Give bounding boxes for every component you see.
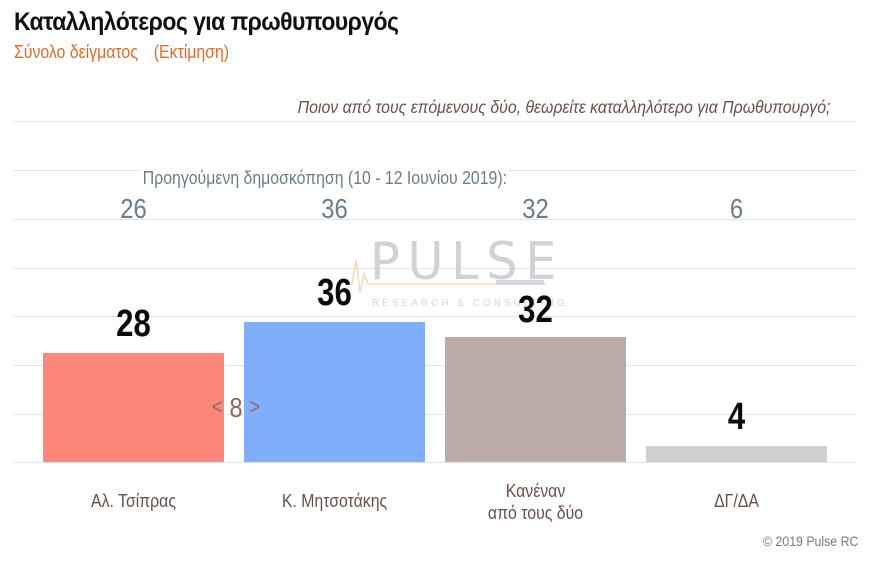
chart-title: Καταλληλότερος για πρωθυπουργός: [14, 8, 399, 36]
baseline: [13, 462, 857, 463]
copyright: © 2019 Pulse RC: [762, 533, 858, 549]
category-label-dkna: ΔΓ/ΔΑ: [657, 490, 816, 512]
category-label-tsipras: Αλ. Τσίπρας: [54, 490, 213, 512]
bar-mitsotakis: [244, 322, 425, 462]
gridline: [13, 268, 857, 269]
bar-none: [445, 337, 626, 462]
previous-value-dkna: 6: [729, 193, 744, 224]
bar-value-mitsotakis: 36: [317, 272, 352, 314]
difference-annotation: < 8 >: [202, 392, 270, 424]
previous-value-tsipras: 26: [120, 193, 147, 224]
category-text: ΔΓ/ΔΑ: [714, 491, 759, 511]
category-label-none: Κανέναν από τους δύο: [456, 480, 615, 524]
bar-tsipras: [43, 353, 224, 462]
gridline: [13, 316, 857, 317]
subtitle-sample: Σύνολο δείγματος: [14, 42, 138, 62]
bar-value-none: 32: [518, 289, 553, 331]
category-text-line1: Κανέναν: [505, 481, 566, 501]
category-text-line2: από τους δύο: [487, 503, 584, 523]
gridline: [13, 414, 857, 415]
category-text: Αλ. Τσίπρας: [91, 491, 176, 511]
survey-question: Ποιον από τους επόμενους δύο, θεωρείτε κ…: [297, 97, 830, 117]
bar-value-dkna: 4: [727, 396, 746, 438]
subtitle-estimate: (Εκτίμηση): [153, 42, 230, 62]
previous-poll-label: Προηγούμενη δημοσκόπηση (10 - 12 Ιουνίου…: [141, 168, 509, 189]
gridline: [13, 365, 857, 366]
bar-dkna: [646, 446, 827, 462]
right-angle-icon: >: [249, 394, 261, 419]
previous-value-none: 32: [522, 193, 549, 224]
gridline: [13, 219, 857, 220]
category-label-mitsotakis: Κ. Μητσοτάκης: [255, 490, 414, 512]
chart-subtitle: Σύνολο δείγματος (Εκτίμηση): [14, 42, 229, 63]
left-angle-icon: <: [211, 394, 223, 419]
previous-value-mitsotakis: 36: [321, 193, 348, 224]
difference-value: 8: [229, 392, 243, 423]
gridline: [13, 121, 857, 122]
bar-value-tsipras: 28: [116, 303, 151, 345]
category-text: Κ. Μητσοτάκης: [281, 491, 388, 511]
